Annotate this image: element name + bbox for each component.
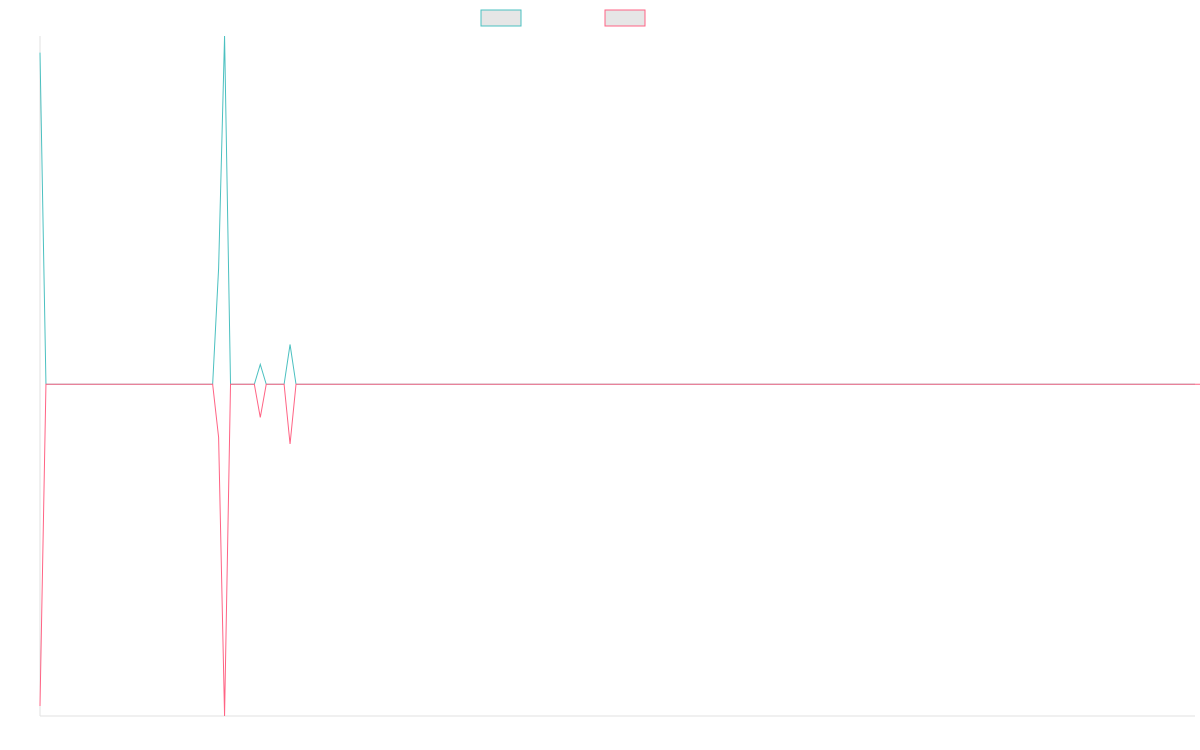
series-1-line <box>39 35 1195 385</box>
legend-swatch-1[interactable] <box>480 9 522 27</box>
plot-area <box>39 35 1200 717</box>
legend <box>480 9 646 27</box>
legend-swatch-2[interactable] <box>604 9 646 27</box>
axes <box>39 36 1195 717</box>
series-2-line <box>39 383 1200 717</box>
